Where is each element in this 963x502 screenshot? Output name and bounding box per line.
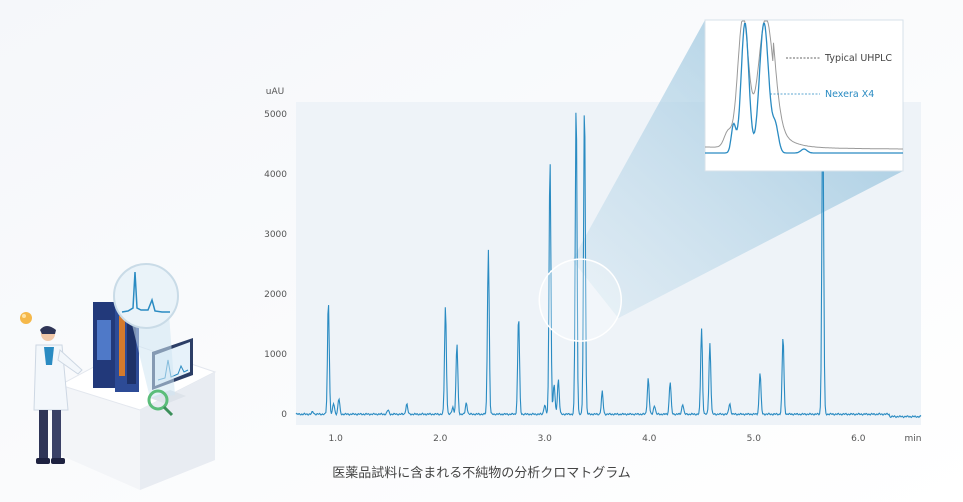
legend-nexera-x4: Nexera X4 xyxy=(825,89,874,100)
x-tick-label: 1.0 xyxy=(329,434,344,444)
magnifying-glass-icon xyxy=(147,389,169,411)
scientist-shoe xyxy=(36,458,50,464)
x-axis-label: min xyxy=(905,434,922,444)
lightbulb-icon xyxy=(20,312,32,324)
shirt xyxy=(44,347,54,365)
inset-panel xyxy=(704,19,904,172)
x-tick-label: 6.0 xyxy=(851,434,866,444)
y-tick-label: 2000 xyxy=(264,290,287,300)
scientist-shoe xyxy=(51,458,65,464)
inset-line-typical-uhplc xyxy=(705,20,903,150)
magnifier-peak xyxy=(121,271,170,313)
figure-caption: 医薬品試料に含まれる不純物の分析クロマトグラム xyxy=(332,466,631,481)
instrument-stripe xyxy=(119,316,125,376)
scientist-leg xyxy=(52,410,61,460)
y-tick-label: 4000 xyxy=(264,170,287,180)
scientist-arm xyxy=(57,349,83,375)
y-tick-label: 0 xyxy=(281,410,287,420)
x-tick-label: 4.0 xyxy=(642,434,657,444)
lightbulb-glow xyxy=(22,314,26,318)
axes: 0 1000 2000 3000 4000 5000 1.0 2.0 3.0 4.0 5.0 6.0 xyxy=(264,110,866,444)
series-layer xyxy=(295,112,922,419)
inset-line-nexera-x4 xyxy=(705,22,903,154)
instrument-panel xyxy=(97,320,111,360)
y-tick-label: 3000 xyxy=(264,230,287,240)
x-tick-label: 5.0 xyxy=(747,434,762,444)
y-axis-label: uAU xyxy=(266,87,284,97)
y-tick-label: 1000 xyxy=(264,350,287,360)
x-tick-label: 3.0 xyxy=(538,434,553,444)
magnifying-glass-handle xyxy=(162,405,174,417)
x-tick-label: 2.0 xyxy=(433,434,448,444)
series-line-sample xyxy=(295,112,922,419)
zoom-circle xyxy=(538,258,623,342)
desk-side xyxy=(140,372,215,490)
scientist-illustration xyxy=(20,263,217,490)
magnifier-bubble xyxy=(113,263,179,329)
scientist-leg xyxy=(39,410,48,460)
legend-typical-uhplc: Typical UHPLC xyxy=(824,53,892,64)
scientist-hair xyxy=(40,326,56,334)
instrument-panel xyxy=(127,306,136,384)
y-tick-label: 5000 xyxy=(264,110,287,120)
